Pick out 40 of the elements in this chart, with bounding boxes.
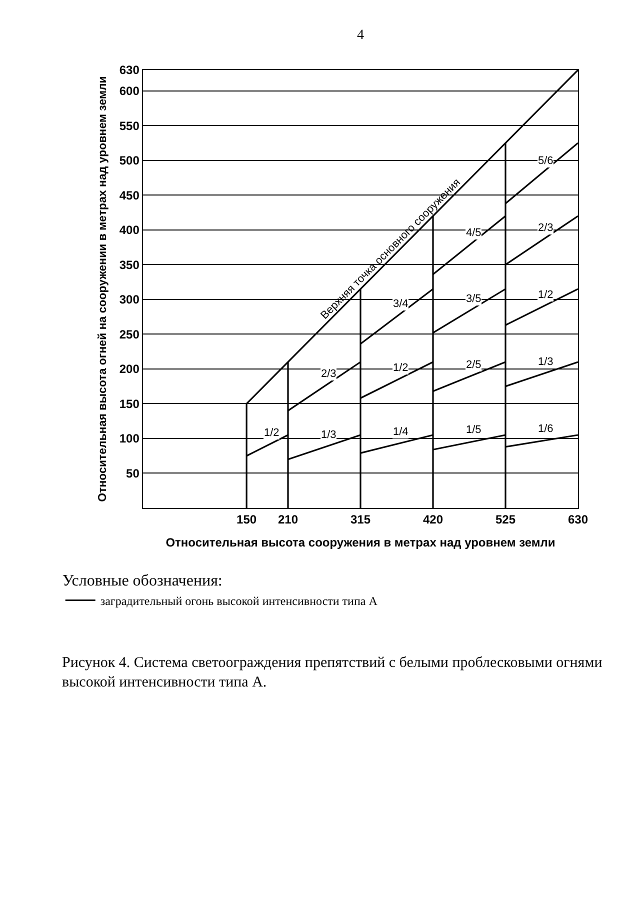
annotation: 4/5 <box>466 227 482 239</box>
annotation: 5/6 <box>538 155 554 167</box>
annotation: 1/6 <box>538 423 554 435</box>
y-tick-label: 200 <box>119 362 140 376</box>
annotation: 2/3 <box>321 368 336 380</box>
y-tick-label: 100 <box>119 432 140 446</box>
y-tick-label: 500 <box>119 154 140 168</box>
annotation: 1/2 <box>393 362 408 374</box>
y-tick-label: 150 <box>119 396 140 411</box>
annotation: 1/5 <box>466 424 482 436</box>
annotation: 3/5 <box>466 293 482 305</box>
x-tick-label: 630 <box>568 512 588 527</box>
text: 4 <box>357 28 364 43</box>
annotation: 3/4 <box>393 298 408 310</box>
y-tick-label: 630 <box>119 63 140 78</box>
annotation: 1/2 <box>264 427 280 439</box>
y-axis-title: Относительная высота огней на сооружении в метрах над уровнем земли <box>96 76 109 502</box>
y-tick-label: 600 <box>119 84 140 98</box>
y-tick-label: 50 <box>126 466 140 480</box>
annotation: 2/5 <box>466 359 482 371</box>
annotation: 1/3 <box>538 356 554 368</box>
x-tick-label: 315 <box>350 512 371 527</box>
annotation: 2/3 <box>538 222 554 234</box>
x-tick-label: 420 <box>422 512 444 527</box>
x-axis-title: Относительная высота сооружения в метрах над уровнем земли <box>166 535 556 550</box>
y-tick-label: 450 <box>119 188 140 202</box>
x-tick-label: 150 <box>236 512 257 527</box>
y-tick-label: 300 <box>119 292 140 307</box>
legend-label: заградительный огонь высокой интенсивности типа А <box>100 594 378 608</box>
annotation: 1/2 <box>538 289 554 301</box>
annotation: 1/4 <box>393 426 408 438</box>
y-tick-label: 250 <box>119 327 140 342</box>
annotation: 1/3 <box>321 429 336 441</box>
text: Рисунок 4. Система светоограждения препятствий с белыми проблесковыми огнями высокой интенсивности типа А. <box>62 655 602 690</box>
x-tick-label: 525 <box>495 512 516 527</box>
y-tick-label: 550 <box>119 118 140 133</box>
x-tick-label: 210 <box>278 512 298 527</box>
legend-title: Условные обозначения: <box>62 572 222 590</box>
y-tick-label: 400 <box>119 223 140 238</box>
y-tick-label: 350 <box>119 258 140 272</box>
